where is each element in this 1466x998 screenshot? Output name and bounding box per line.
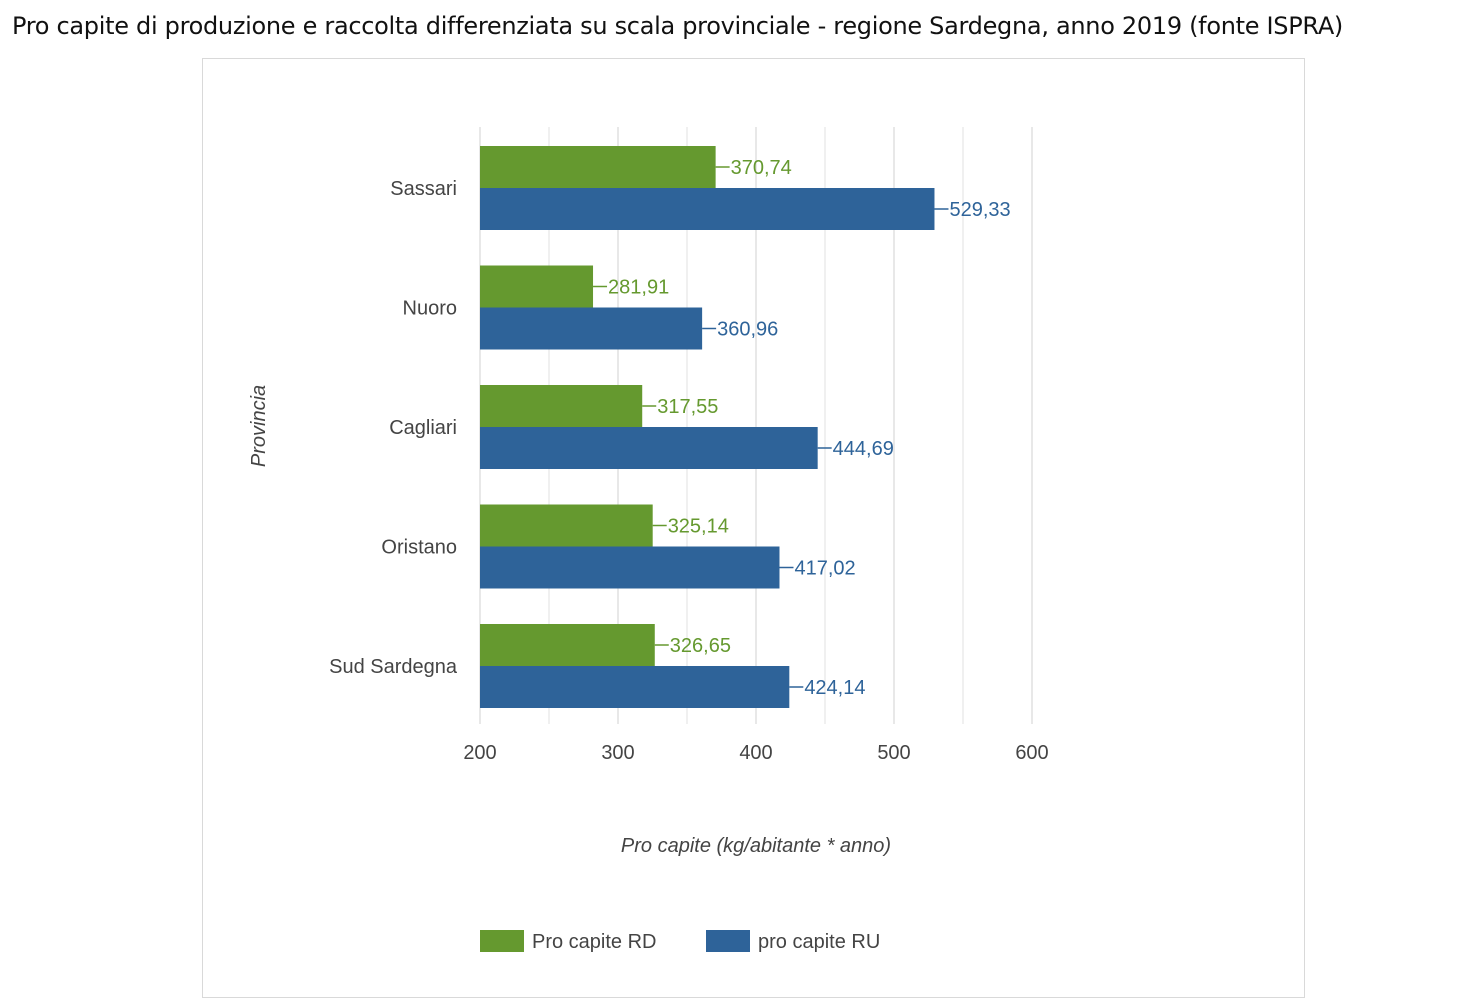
bar (480, 307, 703, 350)
bar-chart: 200 300 400 500 600 Sassari 370,74 529,33 Nuoro 2… (248, 127, 1049, 953)
bar (480, 265, 594, 308)
data-label: 317,55 (657, 396, 718, 418)
bar (480, 385, 643, 427)
page-title: Pro capite di produzione e raccolta diff… (12, 12, 1344, 40)
legend-label: pro capite RU (758, 931, 880, 953)
bar (480, 546, 780, 589)
bar (480, 188, 935, 230)
data-label: 360,96 (717, 319, 778, 341)
x-tick-label: 300 (601, 742, 634, 764)
data-label: 444,69 (833, 438, 894, 460)
bar (480, 146, 716, 188)
category-label: Nuoro (403, 298, 457, 320)
bar (480, 504, 653, 547)
category-label: Cagliari (389, 417, 457, 439)
data-label: 281,91 (608, 277, 669, 299)
x-tick-label: 400 (739, 742, 772, 764)
chart-container: 200 300 400 500 600 Sassari 370,74 529,33 Nuoro 2… (202, 58, 1305, 998)
x-axis-title: Pro capite (kg/abitante * anno) (621, 835, 891, 857)
bar (480, 427, 818, 469)
bar (480, 666, 790, 708)
category-label: Sassari (390, 178, 457, 200)
legend-label: Pro capite RD (532, 931, 657, 953)
bar (480, 624, 655, 666)
x-tick-label: 600 (1015, 742, 1048, 764)
data-label: 326,65 (670, 635, 731, 657)
data-label: 325,14 (668, 516, 729, 538)
data-label: 417,02 (794, 558, 855, 580)
legend-swatch (480, 930, 524, 952)
category-label: Sud Sardegna (329, 656, 458, 678)
x-tick-label: 500 (877, 742, 910, 764)
y-axis-title: Provincia (248, 385, 270, 467)
data-label: 424,14 (804, 677, 865, 699)
x-tick-label: 200 (463, 742, 496, 764)
legend-swatch (706, 930, 750, 952)
data-label: 529,33 (949, 199, 1010, 221)
data-label: 370,74 (731, 157, 792, 179)
category-label: Oristano (381, 537, 457, 559)
